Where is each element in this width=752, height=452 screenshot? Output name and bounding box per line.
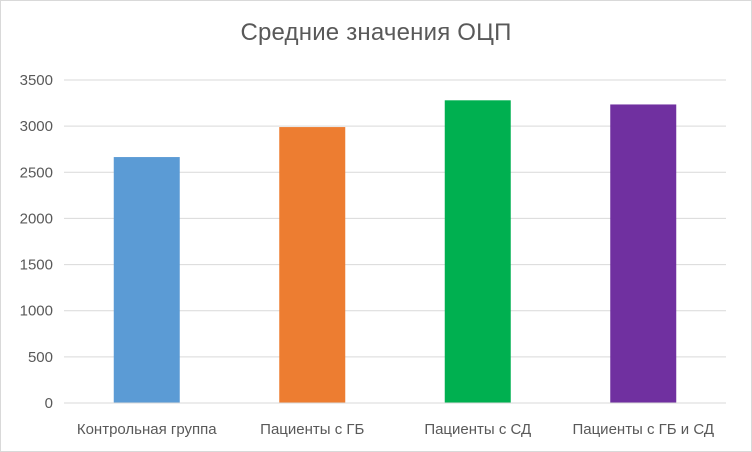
y-tick-label: 1500 [20, 257, 53, 274]
x-category-label: Пациенты с ГБ и СД [572, 421, 714, 438]
x-axis-category-labels: Контрольная группа Пациенты с ГБ Пациенты … [77, 421, 714, 438]
y-tick-label: 0 [45, 395, 53, 412]
y-axis-tick-labels: 0 500 1000 1500 2000 2500 3000 3500 [20, 72, 53, 412]
y-tick-label: 500 [28, 349, 53, 366]
bar [279, 127, 346, 404]
y-tick-label: 2000 [20, 210, 53, 227]
bars [113, 100, 677, 404]
x-category-label: Контрольная группа [77, 421, 217, 438]
x-category-label: Пациенты с ГБ [260, 421, 364, 438]
y-tick-label: 3500 [20, 72, 53, 89]
bar [113, 157, 180, 403]
chart-title: Средние значения ОЦП [240, 19, 512, 46]
bar [610, 104, 677, 403]
x-category-label: Пациенты с СД [424, 421, 531, 438]
y-tick-label: 2500 [20, 164, 53, 181]
bar [444, 100, 511, 403]
y-tick-label: 3000 [20, 118, 53, 135]
y-tick-label: 1000 [20, 303, 53, 320]
